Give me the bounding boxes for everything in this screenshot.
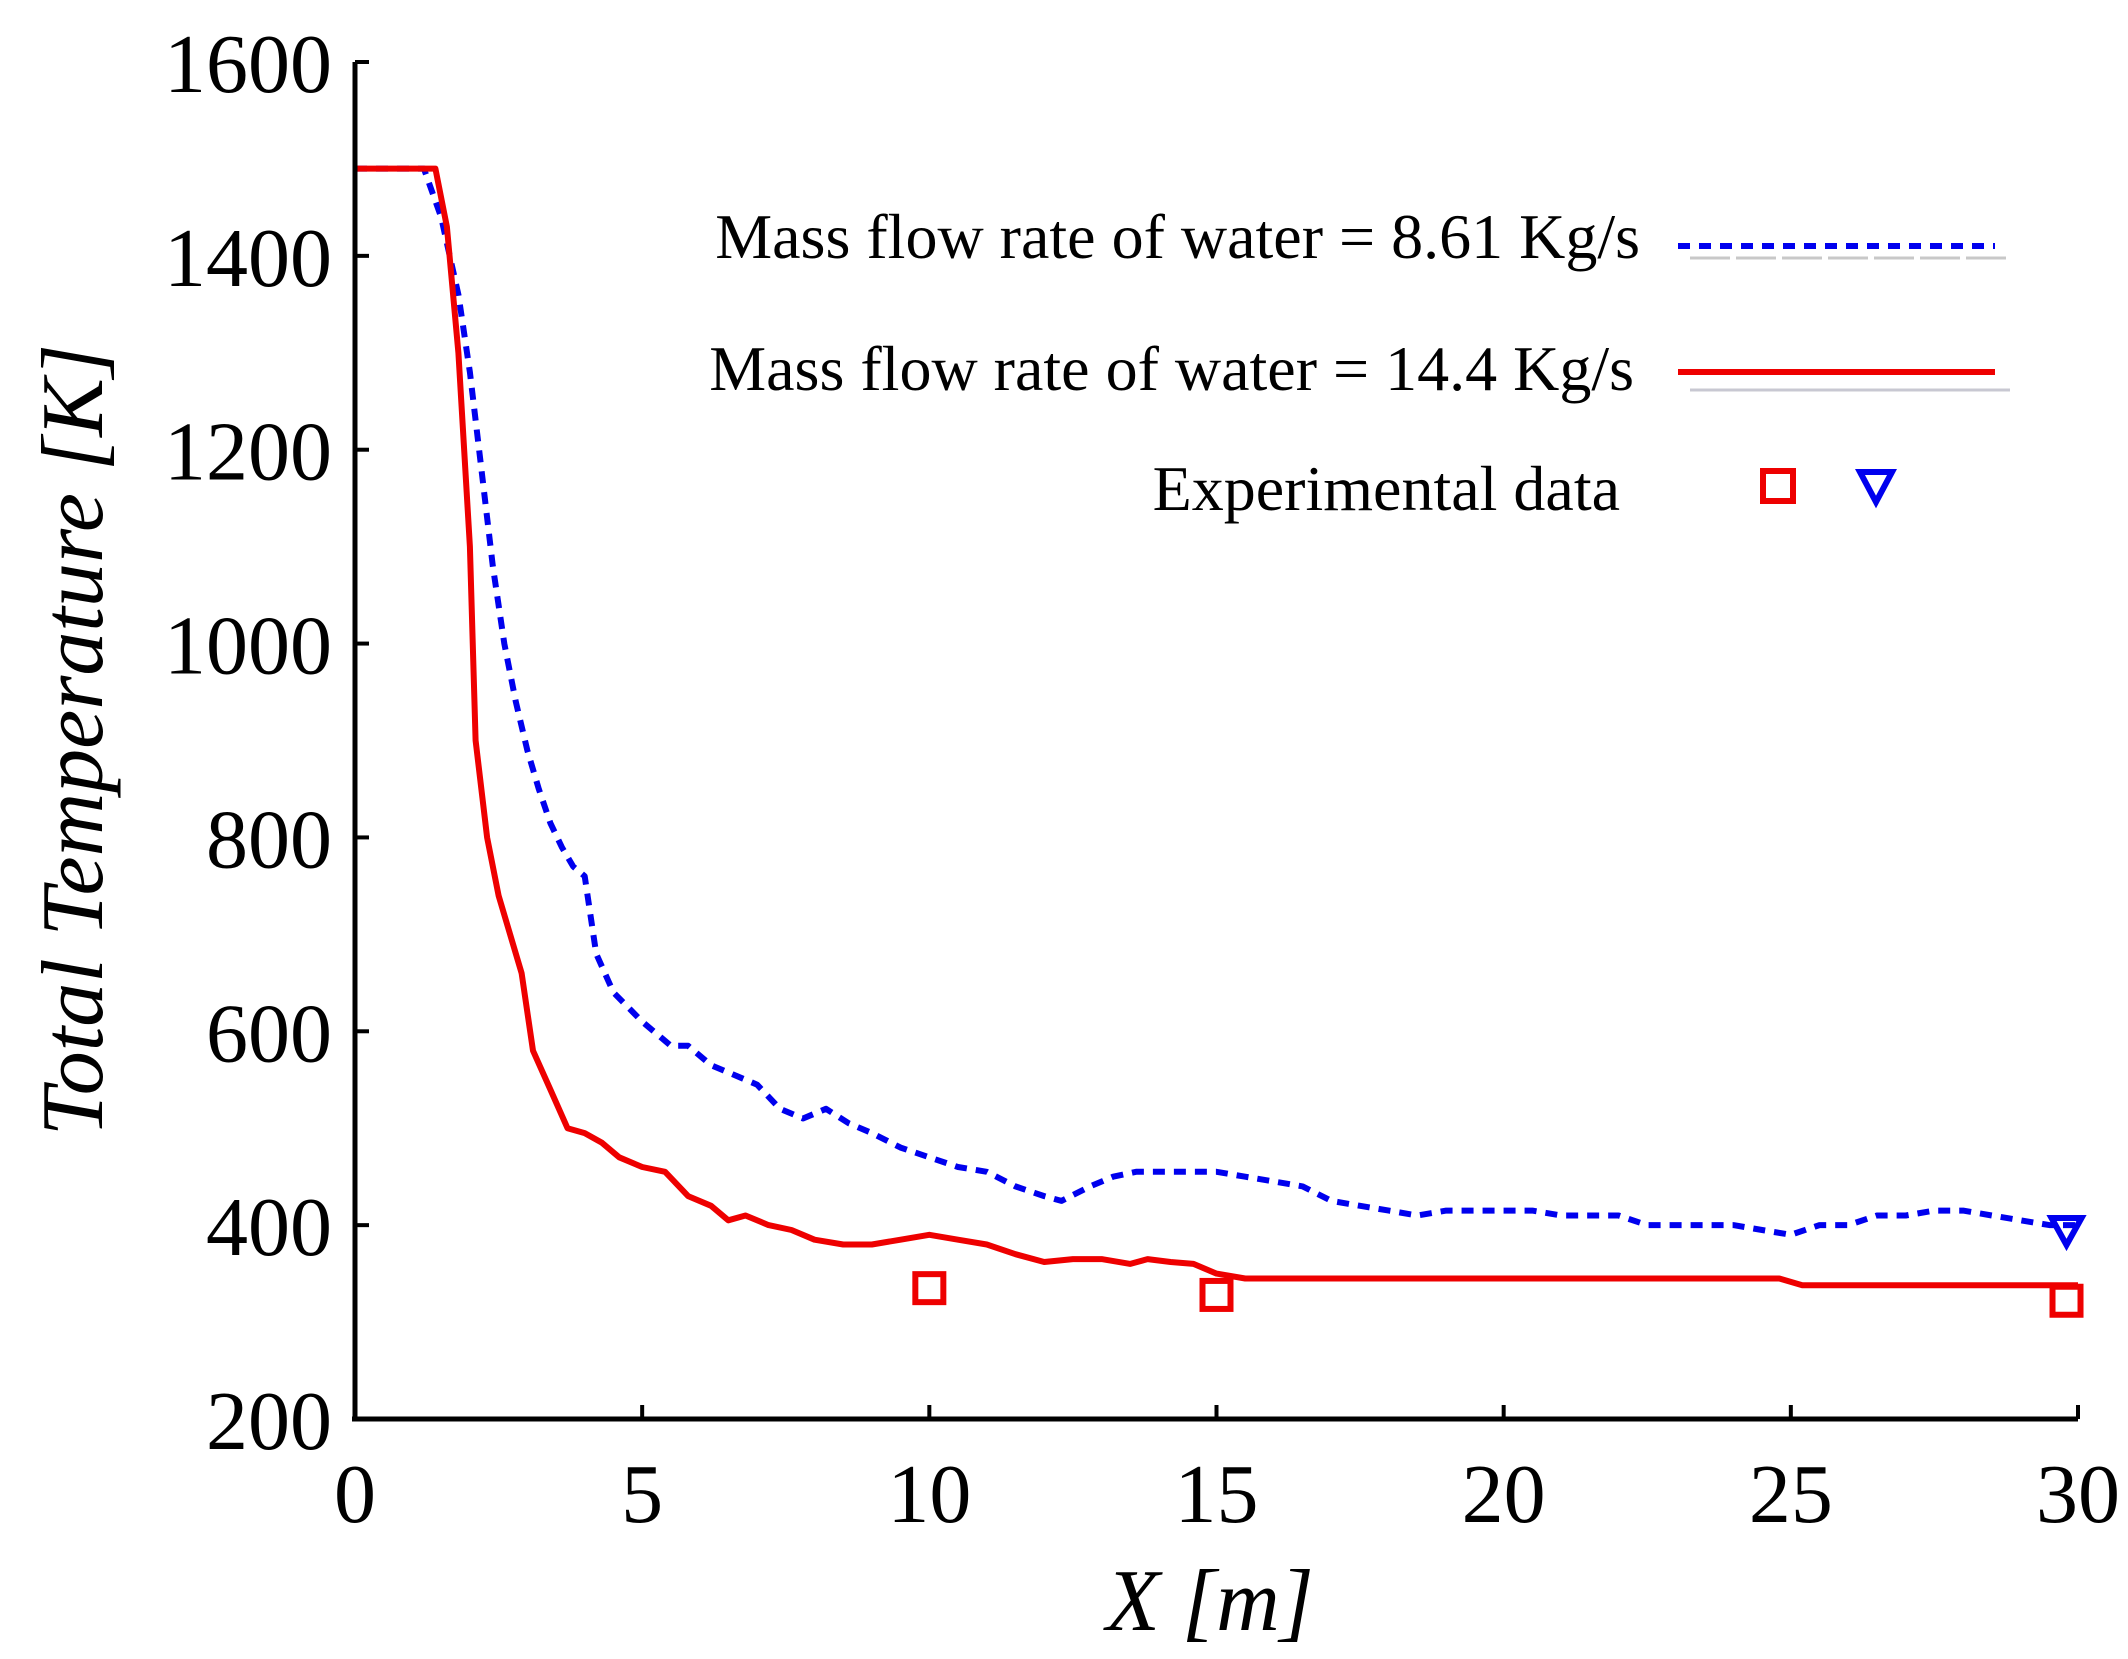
y-tick-label: 1400 (164, 212, 332, 305)
series-layer (355, 165, 2078, 1289)
x-tick-label: 15 (1175, 1448, 1259, 1541)
y-tick-label: 400 (206, 1181, 332, 1274)
y-tick-label: 800 (206, 793, 332, 886)
y-tick-label: 1600 (164, 18, 332, 111)
y-axis-title: Total Temperature [K] (25, 344, 122, 1136)
y-tick-label: 1000 (164, 600, 332, 693)
x-tick-label: 25 (1749, 1448, 1833, 1541)
experimental-point-triangle (2046, 1214, 2087, 1252)
legend-label-experimental: Experimental data (1153, 453, 1620, 524)
series-line-2 (355, 165, 2078, 1289)
y-ticks: 200 400 600 800 1000 1200 1400 1600 (164, 18, 369, 1468)
plot-area (355, 165, 2087, 1318)
x-tick-label: 30 (2036, 1448, 2120, 1541)
experimental-point-square (1199, 1277, 1234, 1312)
legend-label-series-1: Mass flow rate of water = 8.61 Kg/s (715, 201, 1640, 272)
y-tick-label: 600 (206, 987, 332, 1080)
experimental-point-square (2049, 1283, 2084, 1318)
legend-label-series-2: Mass flow rate of water = 14.4 Kg/s (709, 333, 1634, 404)
experimental-point-square (912, 1271, 947, 1306)
x-ticks: 0 5 10 15 20 25 30 (334, 1405, 2120, 1541)
legend: Mass flow rate of water = 8.61 Kg/s Mass… (709, 201, 2010, 524)
x-tick-label: 10 (887, 1448, 971, 1541)
marker-layer (912, 1214, 2087, 1318)
series-line-1 (355, 165, 2078, 1238)
x-tick-label: 5 (621, 1448, 663, 1541)
legend-marker-triangle (1855, 469, 1897, 509)
x-tick-label: 0 (334, 1448, 376, 1541)
x-tick-label: 20 (1462, 1448, 1546, 1541)
y-tick-label: 200 (206, 1375, 332, 1468)
legend-marker-square (1760, 468, 1796, 504)
x-axis-title: X [m] (1103, 1553, 1314, 1650)
y-tick-label: 1200 (164, 406, 332, 499)
